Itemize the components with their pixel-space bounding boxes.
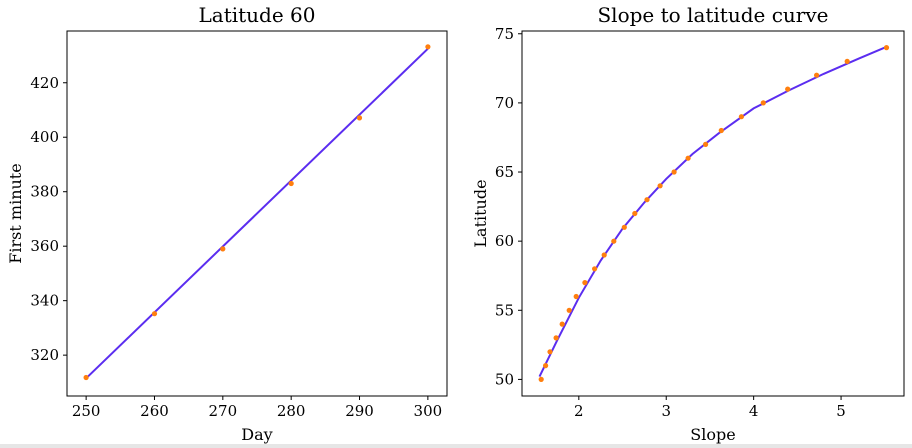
data-point bbox=[538, 376, 544, 382]
x-tick-label: 300 bbox=[414, 402, 443, 420]
data-point bbox=[553, 335, 559, 341]
data-point bbox=[151, 311, 158, 317]
chart-title: Slope to latitude curve bbox=[597, 3, 828, 27]
data-point bbox=[621, 224, 627, 230]
x-tick-label: 5 bbox=[836, 402, 846, 420]
y-tick-label: 400 bbox=[30, 128, 59, 146]
y-tick-label: 50 bbox=[495, 370, 514, 388]
data-point bbox=[760, 100, 766, 106]
y-tick-label: 380 bbox=[30, 183, 59, 201]
data-point bbox=[738, 114, 745, 120]
window-bottom-edge bbox=[0, 444, 912, 448]
x-tick-label: 3 bbox=[661, 402, 671, 420]
data-point bbox=[785, 86, 791, 92]
data-point bbox=[573, 293, 579, 300]
data-point bbox=[566, 307, 572, 313]
data-point bbox=[611, 238, 617, 244]
y-tick-label: 360 bbox=[30, 237, 59, 255]
data-point bbox=[592, 266, 598, 272]
data-point bbox=[883, 45, 890, 51]
x-tick-label: 290 bbox=[345, 402, 374, 420]
x-axis-label: Day bbox=[241, 425, 272, 444]
data-point bbox=[83, 374, 89, 381]
data-point bbox=[685, 155, 691, 161]
y-tick-label: 60 bbox=[495, 232, 514, 250]
data-point bbox=[632, 210, 638, 217]
data-point bbox=[582, 280, 588, 286]
data-point bbox=[814, 72, 820, 78]
data-point bbox=[559, 321, 565, 327]
fit-line bbox=[85, 47, 429, 380]
x-tick-label: 4 bbox=[749, 402, 759, 420]
y-axis-label: First minute bbox=[6, 163, 25, 263]
data-point bbox=[425, 44, 431, 50]
data-point bbox=[657, 183, 663, 189]
data-point bbox=[644, 197, 650, 203]
data-point bbox=[288, 180, 294, 187]
left-chart-panel: 250 260 270 280 290 300 320 340 360 380 400 420 Lati… bbox=[6, 3, 448, 444]
data-point bbox=[718, 127, 724, 134]
plot-frame bbox=[66, 30, 448, 397]
data-point bbox=[601, 252, 607, 258]
y-tick-label: 320 bbox=[30, 346, 59, 364]
data-point bbox=[844, 58, 850, 64]
data-point bbox=[356, 115, 363, 121]
x-tick-label: 280 bbox=[277, 402, 306, 420]
x-tick-label: 270 bbox=[209, 402, 238, 420]
data-point bbox=[220, 246, 226, 252]
fit-line bbox=[538, 46, 886, 378]
y-tick-label: 70 bbox=[495, 94, 514, 112]
data-point bbox=[703, 141, 709, 147]
plot-frame bbox=[521, 30, 905, 397]
y-tick-label: 75 bbox=[495, 25, 514, 43]
y-tick-label: 340 bbox=[30, 292, 59, 310]
x-tick-label: 250 bbox=[72, 402, 101, 420]
y-tick-label: 65 bbox=[495, 163, 514, 181]
x-axis-label: Slope bbox=[690, 425, 735, 444]
data-point bbox=[671, 169, 677, 175]
y-tick-label: 420 bbox=[30, 74, 59, 92]
y-axis-label: Latitude bbox=[471, 179, 490, 247]
chart-title: Latitude 60 bbox=[198, 3, 315, 27]
x-tick-label: 260 bbox=[140, 402, 169, 420]
y-tick-label: 55 bbox=[495, 301, 514, 319]
data-point bbox=[547, 349, 553, 355]
data-point bbox=[543, 363, 549, 369]
x-tick-label: 2 bbox=[574, 402, 584, 420]
